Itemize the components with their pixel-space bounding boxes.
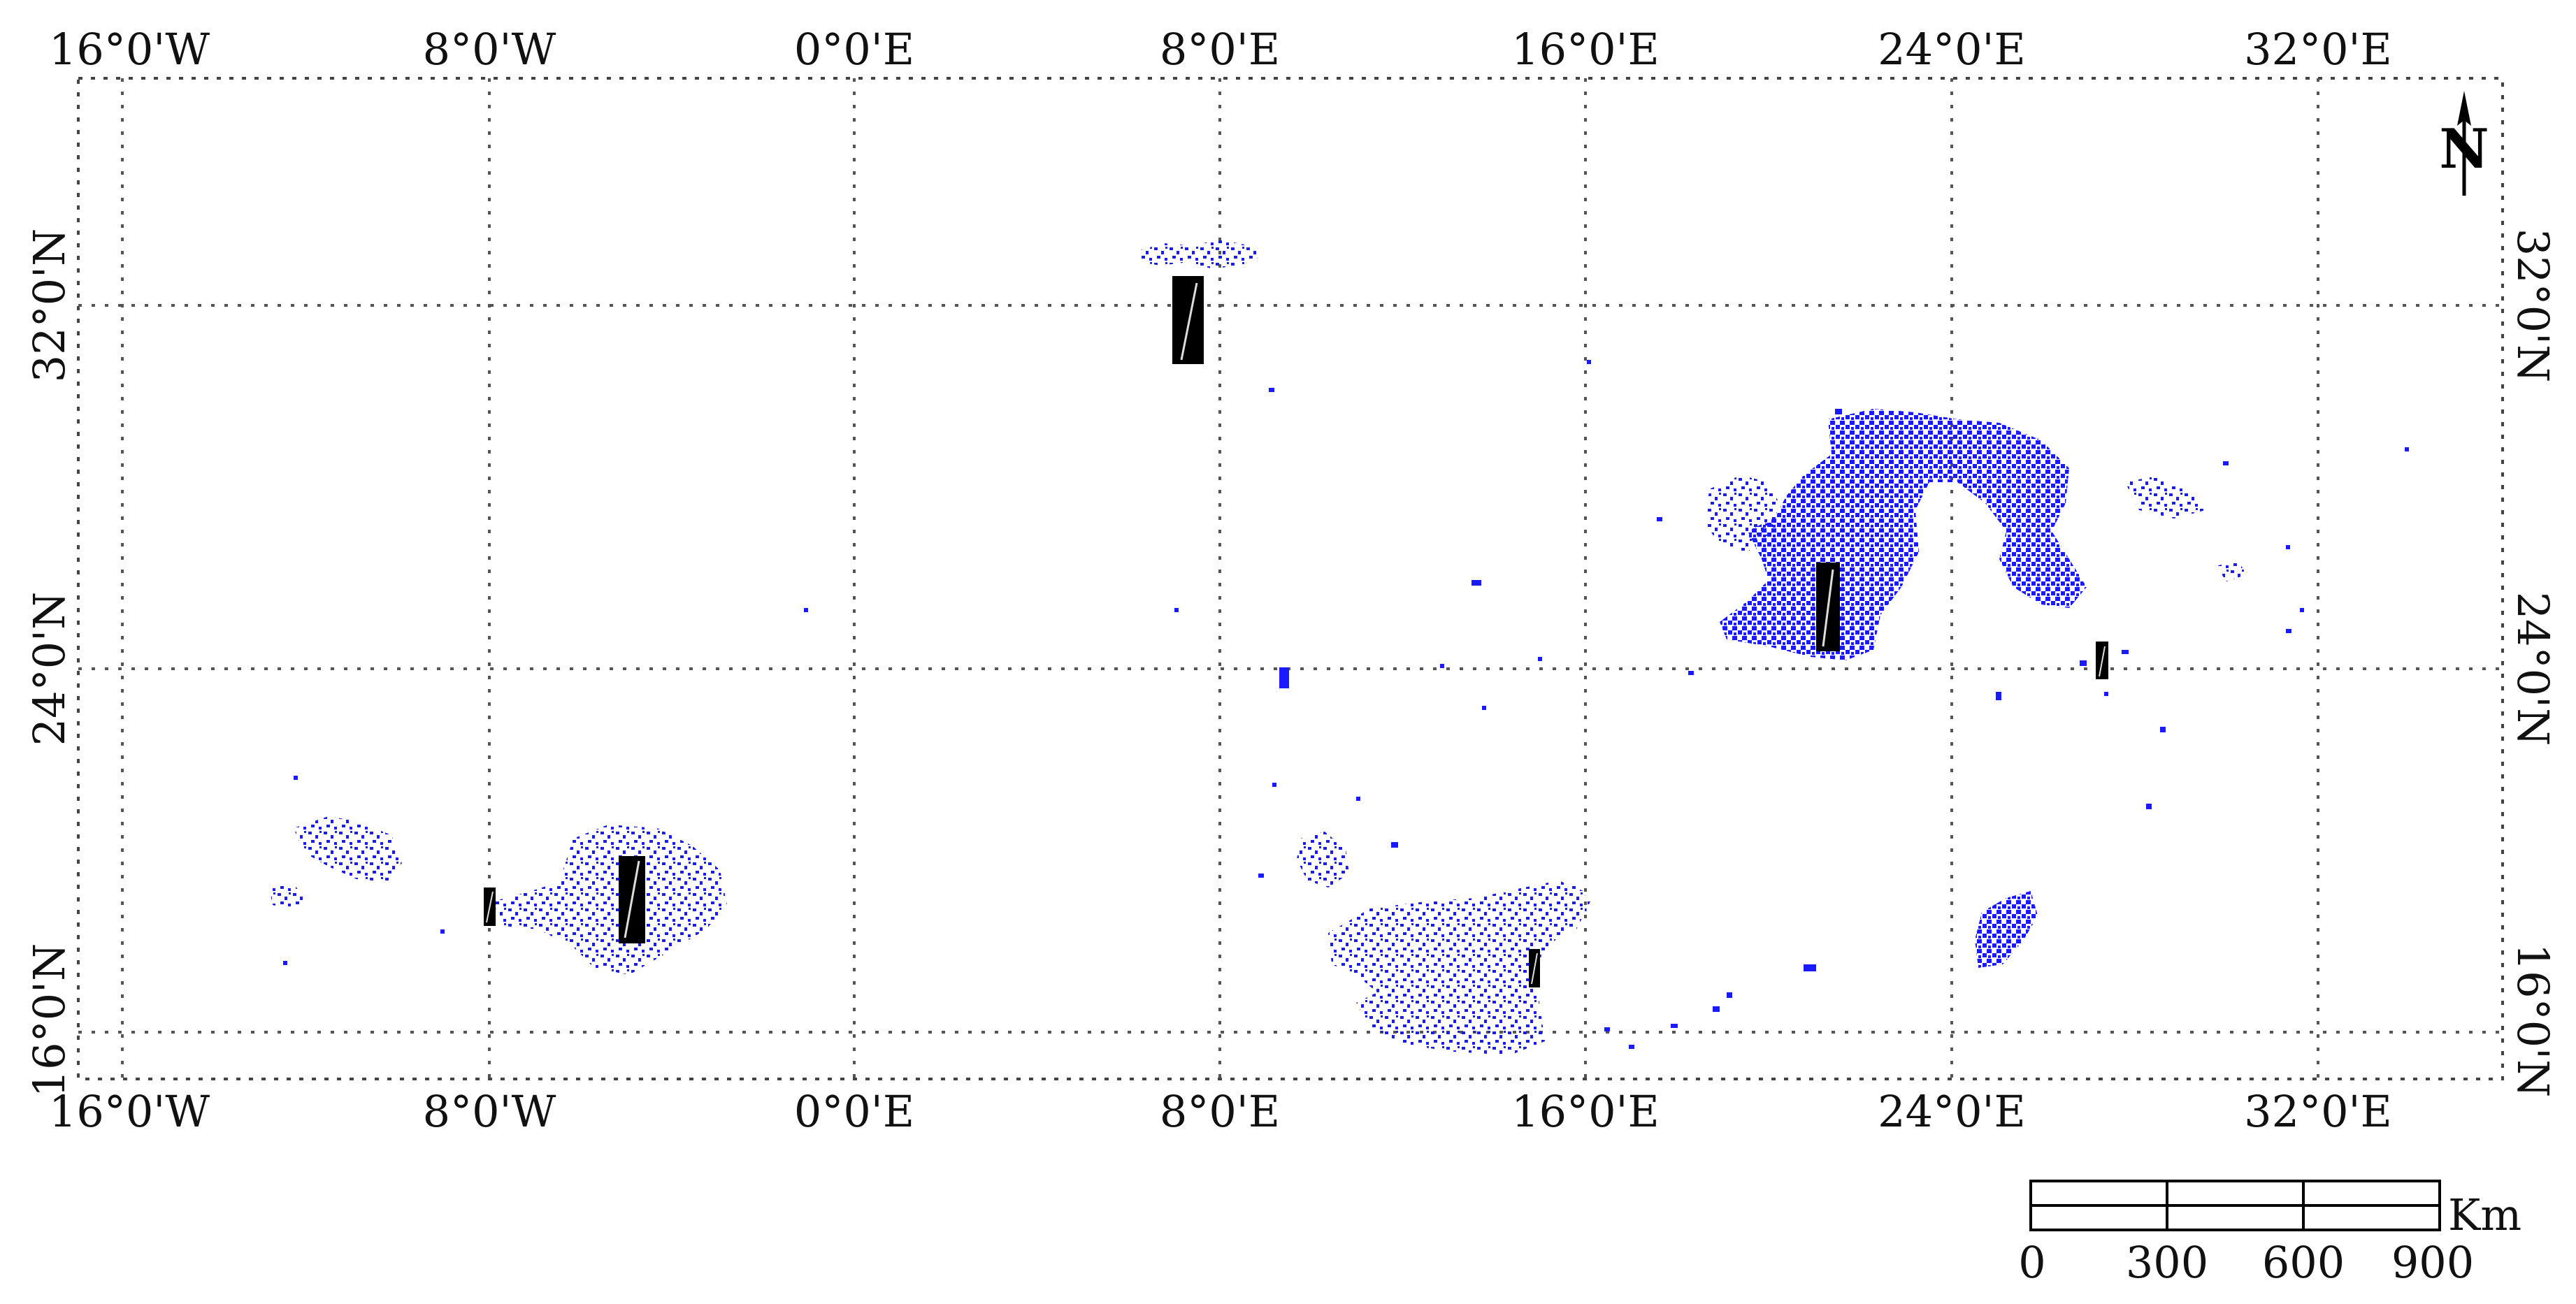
longitude-labels-bottom: 16°0'W 8°0'W 0°0'E 8°0'E 16°0'E 24°0'E 3…: [49, 1086, 2392, 1137]
lon-label-bottom: 8°0'E: [1160, 1086, 1280, 1137]
cluster-north: [1136, 239, 1269, 269]
lon-label-bottom: 32°0'E: [2244, 1086, 2392, 1137]
graticule: [78, 78, 2503, 1079]
cluster-sudan: [1975, 891, 2038, 968]
cluster-west-b: [269, 884, 308, 908]
lat-label-left: 24°0'N: [24, 592, 75, 746]
lon-label-top: 0°0'E: [794, 24, 914, 75]
lon-label-bottom: 0°0'E: [794, 1086, 914, 1137]
cluster-central: [1328, 881, 1587, 1055]
cluster-central-east: [1545, 882, 1590, 929]
north-label: N: [2439, 117, 2489, 181]
lat-label-right: 24°0'N: [2507, 592, 2559, 746]
lon-label-top: 24°0'E: [1878, 24, 2026, 75]
cluster-east-main: [1720, 409, 2087, 660]
scale-unit: Km: [2448, 1189, 2521, 1240]
scale-tick-label: 900: [2391, 1237, 2474, 1288]
detection-clusters: [269, 239, 2247, 1055]
lat-label-right: 16°0'N: [2507, 943, 2559, 1098]
scale-tick-label: 0: [2018, 1237, 2045, 1288]
lat-label-right: 32°0'N: [2507, 229, 2559, 383]
scale-bar: Km 0 300 600 900: [2018, 1180, 2521, 1288]
lon-label-top: 16°0'E: [1511, 24, 1660, 75]
longitude-labels-top: 16°0'W 8°0'W 0°0'E 8°0'E 16°0'E 24°0'E 3…: [49, 24, 2392, 75]
lon-label-top: 8°0'E: [1160, 24, 1280, 75]
lon-label-bottom: 24°0'E: [1878, 1086, 2026, 1137]
lon-label-bottom: 16°0'W: [49, 1086, 210, 1137]
cluster-east-west: [1706, 475, 1779, 552]
lon-label-top: 32°0'E: [2244, 24, 2392, 75]
scale-tick-label: 600: [2262, 1237, 2345, 1288]
lon-label-bottom: 16°0'E: [1511, 1086, 1660, 1137]
cluster-east-far: [2125, 477, 2206, 519]
cluster-mali: [493, 825, 727, 975]
scale-tick-label: 300: [2126, 1237, 2208, 1288]
cluster-east-tiny: [2216, 560, 2247, 581]
site-markers: [484, 276, 2108, 987]
lat-label-left: 16°0'N: [24, 943, 75, 1098]
latitude-labels-right: 32°0'N 24°0'N 16°0'N: [2507, 229, 2559, 1098]
lon-label-top: 16°0'W: [49, 24, 210, 75]
cluster-central-small: [1297, 832, 1349, 888]
north-arrow-icon: N: [2439, 91, 2489, 196]
latitude-labels-left: 32°0'N 24°0'N 16°0'N: [24, 229, 75, 1098]
lon-label-bottom: 8°0'W: [423, 1086, 556, 1137]
map-frame: [77, 77, 2504, 1080]
detection-scatter: [283, 360, 2409, 1049]
cluster-west-a: [294, 816, 402, 882]
lat-label-left: 32°0'N: [24, 229, 75, 383]
site-marker: [1172, 276, 1204, 364]
lon-label-top: 8°0'W: [423, 24, 556, 75]
